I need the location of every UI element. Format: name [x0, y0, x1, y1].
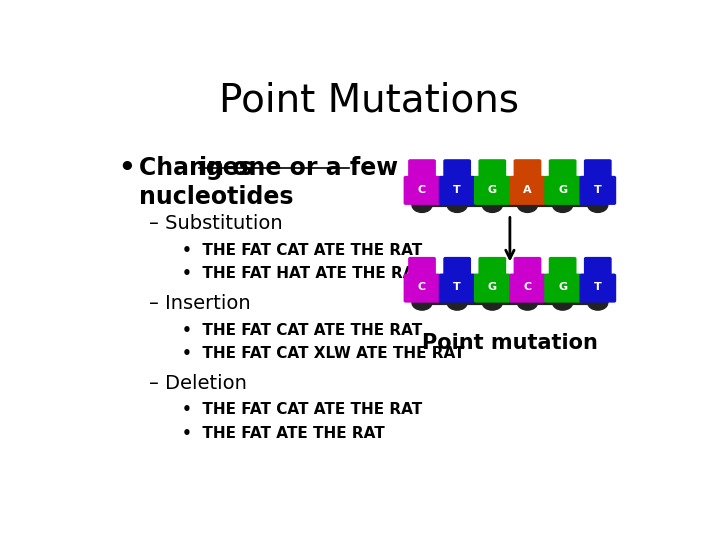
FancyBboxPatch shape [584, 257, 612, 278]
Circle shape [482, 198, 503, 212]
Text: – Substitution: – Substitution [148, 214, 282, 233]
FancyBboxPatch shape [478, 257, 506, 278]
FancyBboxPatch shape [549, 257, 577, 278]
FancyBboxPatch shape [404, 274, 441, 302]
FancyBboxPatch shape [549, 159, 577, 180]
FancyBboxPatch shape [408, 159, 436, 180]
Text: •  THE FAT CAT XLW ATE THE RAT: • THE FAT CAT XLW ATE THE RAT [182, 346, 464, 361]
FancyBboxPatch shape [438, 176, 476, 205]
Text: T: T [454, 282, 461, 292]
FancyBboxPatch shape [513, 159, 541, 180]
FancyBboxPatch shape [509, 176, 546, 205]
FancyBboxPatch shape [478, 159, 506, 180]
Text: •  THE FAT HAT ATE THE RAT: • THE FAT HAT ATE THE RAT [182, 266, 424, 281]
Circle shape [588, 295, 608, 310]
FancyBboxPatch shape [404, 176, 441, 205]
FancyBboxPatch shape [444, 159, 471, 180]
Circle shape [412, 295, 432, 310]
Text: T: T [594, 282, 602, 292]
Circle shape [447, 295, 467, 310]
Text: Point Mutations: Point Mutations [219, 82, 519, 119]
Text: C: C [418, 185, 426, 194]
Text: T: T [454, 185, 461, 194]
Circle shape [412, 198, 432, 212]
Circle shape [447, 198, 467, 212]
Text: A: A [523, 185, 532, 194]
Text: Changes: Changes [139, 156, 261, 180]
FancyBboxPatch shape [408, 257, 436, 278]
FancyBboxPatch shape [474, 274, 510, 302]
FancyBboxPatch shape [438, 274, 476, 302]
Circle shape [552, 198, 572, 212]
Text: T: T [594, 185, 602, 194]
Text: G: G [487, 185, 497, 194]
Text: •: • [118, 156, 135, 183]
FancyBboxPatch shape [544, 176, 581, 205]
Text: – Deletion: – Deletion [148, 374, 246, 393]
Text: G: G [487, 282, 497, 292]
Circle shape [482, 295, 503, 310]
Circle shape [588, 198, 608, 212]
Text: C: C [523, 282, 531, 292]
Text: nucleotides: nucleotides [139, 185, 294, 208]
FancyBboxPatch shape [544, 274, 581, 302]
FancyBboxPatch shape [584, 159, 612, 180]
FancyBboxPatch shape [509, 274, 546, 302]
FancyBboxPatch shape [474, 176, 510, 205]
Text: •  THE FAT CAT ATE THE RAT: • THE FAT CAT ATE THE RAT [182, 322, 423, 338]
Circle shape [552, 295, 572, 310]
FancyBboxPatch shape [444, 257, 471, 278]
Text: •  THE FAT CAT ATE THE RAT: • THE FAT CAT ATE THE RAT [182, 243, 423, 258]
FancyBboxPatch shape [580, 274, 616, 302]
Text: C: C [418, 282, 426, 292]
Text: in one or a few: in one or a few [199, 156, 398, 180]
Text: •  THE FAT ATE THE RAT: • THE FAT ATE THE RAT [182, 426, 384, 441]
Text: G: G [558, 282, 567, 292]
Circle shape [518, 198, 538, 212]
Text: G: G [558, 185, 567, 194]
Text: – Insertion: – Insertion [148, 294, 251, 313]
Text: •  THE FAT CAT ATE THE RAT: • THE FAT CAT ATE THE RAT [182, 402, 423, 417]
Text: Point mutation: Point mutation [422, 333, 598, 353]
FancyBboxPatch shape [513, 257, 541, 278]
FancyBboxPatch shape [580, 176, 616, 205]
Circle shape [518, 295, 538, 310]
